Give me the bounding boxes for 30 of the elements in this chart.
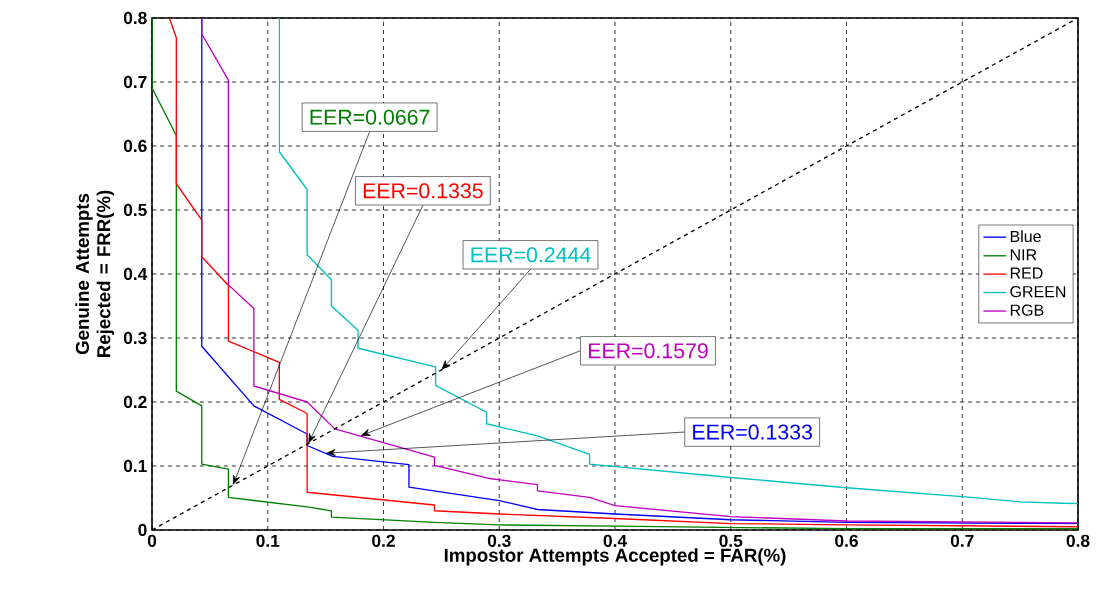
x-tick-label: 0.3 xyxy=(487,534,511,547)
x-tick-label: 0.1 xyxy=(256,534,280,547)
y-tick-label: 0.4 xyxy=(123,267,148,281)
y-tick-label: 0.6 xyxy=(123,139,147,153)
x-tick-label: 0.5 xyxy=(719,534,743,547)
y-axis-title: Genuine Attempts Rejected = FRR(%) xyxy=(75,190,115,358)
x-tick-label: 0 xyxy=(147,534,157,547)
legend-label: RED xyxy=(1010,267,1043,279)
y-tick-label: 0.1 xyxy=(123,459,147,473)
x-tick-label: 0.8 xyxy=(1066,534,1090,547)
annotation: EER=0.0667 xyxy=(310,109,430,125)
annotation: EER=0.1335 xyxy=(363,183,483,199)
y-tick-label: 0.8 xyxy=(123,11,147,25)
x-axis-title: Impostor Attempts Accepted = FAR(%) xyxy=(444,548,786,566)
y-tick-label: 0.7 xyxy=(123,75,147,89)
annotation: EER=0.1333 xyxy=(693,424,812,440)
y-tick-label: 0.2 xyxy=(123,395,147,409)
y-tick-label: 0.3 xyxy=(123,331,147,345)
y-tick-label: 0.5 xyxy=(123,203,147,217)
y-tick-label: 0 xyxy=(138,523,147,537)
annotation: EER=0.1579 xyxy=(588,343,708,359)
x-tick-label: 0.4 xyxy=(603,534,627,547)
legend-label: GREEN xyxy=(1010,285,1066,298)
legend-label: RGB xyxy=(1010,304,1044,316)
x-tick-label: 0.2 xyxy=(372,534,395,547)
legend-label: NIR xyxy=(1010,249,1037,261)
x-tick-label: 0.6 xyxy=(835,534,858,547)
x-tick-label: 0.7 xyxy=(950,534,974,547)
legend-label: Blue xyxy=(1010,230,1041,243)
annotation: EER=0.2444 xyxy=(471,247,591,263)
